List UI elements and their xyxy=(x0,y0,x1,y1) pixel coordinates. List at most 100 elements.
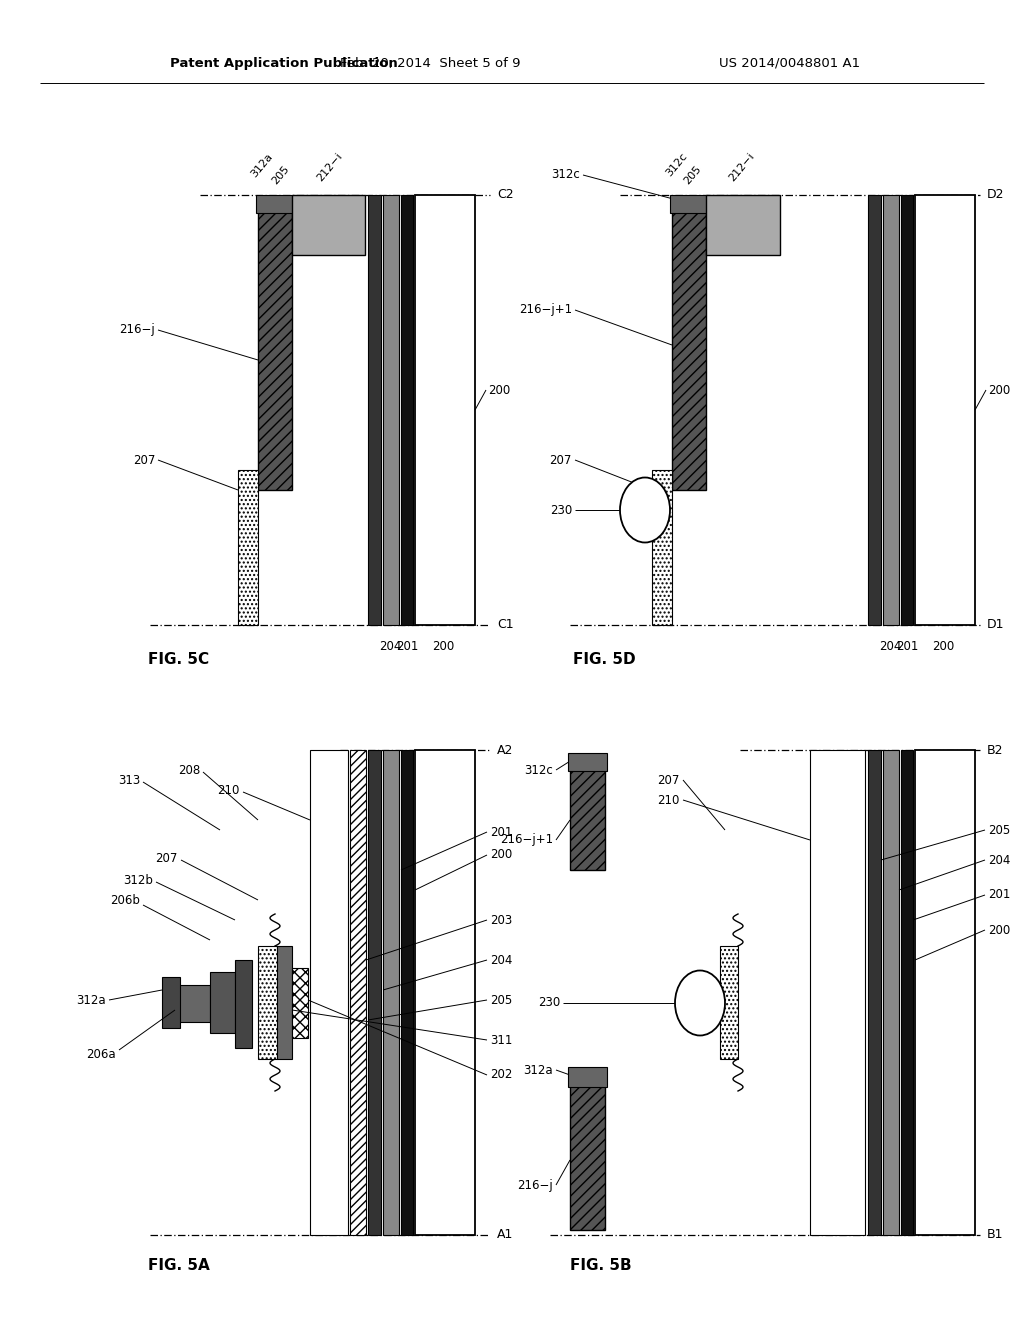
Text: D2: D2 xyxy=(987,189,1005,202)
Bar xyxy=(175,985,210,1022)
Bar xyxy=(868,195,881,624)
Text: 312a: 312a xyxy=(523,1064,553,1077)
Ellipse shape xyxy=(620,478,670,543)
Text: 311: 311 xyxy=(490,1034,512,1047)
Bar xyxy=(570,1085,605,1230)
Bar xyxy=(415,195,475,624)
Text: 206b: 206b xyxy=(111,894,140,907)
Text: 230: 230 xyxy=(538,997,560,1010)
Text: 201: 201 xyxy=(396,640,418,653)
Text: 204: 204 xyxy=(988,854,1011,866)
Text: 207: 207 xyxy=(156,851,178,865)
Bar xyxy=(278,946,292,1059)
Bar xyxy=(383,750,399,1236)
Text: FIG. 5C: FIG. 5C xyxy=(148,652,209,668)
Text: 216−j+1: 216−j+1 xyxy=(519,304,572,317)
Text: 212−i: 212−i xyxy=(727,150,757,183)
Text: 206a: 206a xyxy=(86,1048,116,1060)
Text: B2: B2 xyxy=(987,743,1004,756)
Bar xyxy=(720,946,738,1059)
Text: 312c: 312c xyxy=(551,169,580,181)
Bar xyxy=(256,195,294,213)
Text: 205: 205 xyxy=(270,164,291,186)
Bar xyxy=(258,946,278,1059)
Text: 201: 201 xyxy=(896,640,919,653)
Bar xyxy=(401,195,413,624)
Text: 312a: 312a xyxy=(249,150,274,180)
Bar xyxy=(883,195,899,624)
Bar xyxy=(234,960,252,1048)
Bar xyxy=(672,205,706,490)
Bar xyxy=(368,750,381,1236)
Text: 207: 207 xyxy=(657,774,680,787)
Text: 200: 200 xyxy=(932,640,954,653)
Text: 200: 200 xyxy=(490,849,512,862)
Bar xyxy=(162,977,180,1028)
Text: Feb. 20, 2014  Sheet 5 of 9: Feb. 20, 2014 Sheet 5 of 9 xyxy=(340,57,520,70)
Text: 312c: 312c xyxy=(664,152,689,178)
Bar xyxy=(310,750,348,1236)
Text: D1: D1 xyxy=(987,619,1005,631)
Bar xyxy=(292,968,308,1038)
Text: A2: A2 xyxy=(497,743,513,756)
Text: 230: 230 xyxy=(550,503,572,516)
Bar xyxy=(292,195,365,255)
Text: 201: 201 xyxy=(988,888,1011,902)
Bar xyxy=(868,750,881,1236)
Text: 200: 200 xyxy=(988,924,1011,936)
Bar xyxy=(258,205,292,490)
Text: 205: 205 xyxy=(988,824,1011,837)
Bar xyxy=(568,752,607,771)
Text: A1: A1 xyxy=(497,1229,513,1242)
Text: FIG. 5D: FIG. 5D xyxy=(573,652,636,668)
Bar xyxy=(883,750,899,1236)
Bar xyxy=(368,195,381,624)
Bar xyxy=(706,195,780,255)
Text: B1: B1 xyxy=(987,1229,1004,1242)
Bar xyxy=(383,195,399,624)
Text: 205: 205 xyxy=(682,164,703,186)
Text: 202: 202 xyxy=(490,1068,512,1081)
Bar xyxy=(915,750,975,1236)
Bar xyxy=(401,750,413,1236)
Text: 312b: 312b xyxy=(123,874,153,887)
Text: 207: 207 xyxy=(550,454,572,466)
Bar xyxy=(210,972,234,1034)
Text: 204: 204 xyxy=(490,953,512,966)
Bar xyxy=(915,195,975,624)
Text: Patent Application Publication: Patent Application Publication xyxy=(170,57,397,70)
Text: FIG. 5B: FIG. 5B xyxy=(570,1258,632,1272)
Bar xyxy=(901,750,913,1236)
Text: C1: C1 xyxy=(497,619,514,631)
Text: US 2014/0048801 A1: US 2014/0048801 A1 xyxy=(719,57,860,70)
Text: 200: 200 xyxy=(988,384,1011,396)
Text: 210: 210 xyxy=(657,793,680,807)
Text: 208: 208 xyxy=(178,763,200,776)
Text: C2: C2 xyxy=(497,189,514,202)
Text: 313: 313 xyxy=(118,774,140,787)
Bar xyxy=(238,470,258,624)
Bar xyxy=(568,1067,607,1086)
Text: 207: 207 xyxy=(133,454,155,466)
Text: 205: 205 xyxy=(490,994,512,1006)
Bar xyxy=(415,750,475,1236)
Text: 204: 204 xyxy=(379,640,401,653)
Text: 200: 200 xyxy=(432,640,454,653)
Bar xyxy=(350,750,366,1236)
Text: 216−j: 216−j xyxy=(517,1179,553,1192)
Text: 216−j+1: 216−j+1 xyxy=(500,833,553,846)
Ellipse shape xyxy=(675,970,725,1035)
Text: 210: 210 xyxy=(218,784,240,796)
Text: 204: 204 xyxy=(879,640,901,653)
Bar xyxy=(570,755,605,870)
Text: 312c: 312c xyxy=(524,763,553,776)
Text: 203: 203 xyxy=(490,913,512,927)
Bar xyxy=(810,750,865,1236)
Text: 216−j: 216−j xyxy=(119,323,155,337)
Bar xyxy=(670,195,708,213)
Text: FIG. 5A: FIG. 5A xyxy=(148,1258,210,1272)
Bar xyxy=(901,195,913,624)
Text: 200: 200 xyxy=(488,384,510,396)
Bar xyxy=(652,470,672,624)
Text: 201: 201 xyxy=(490,825,512,838)
